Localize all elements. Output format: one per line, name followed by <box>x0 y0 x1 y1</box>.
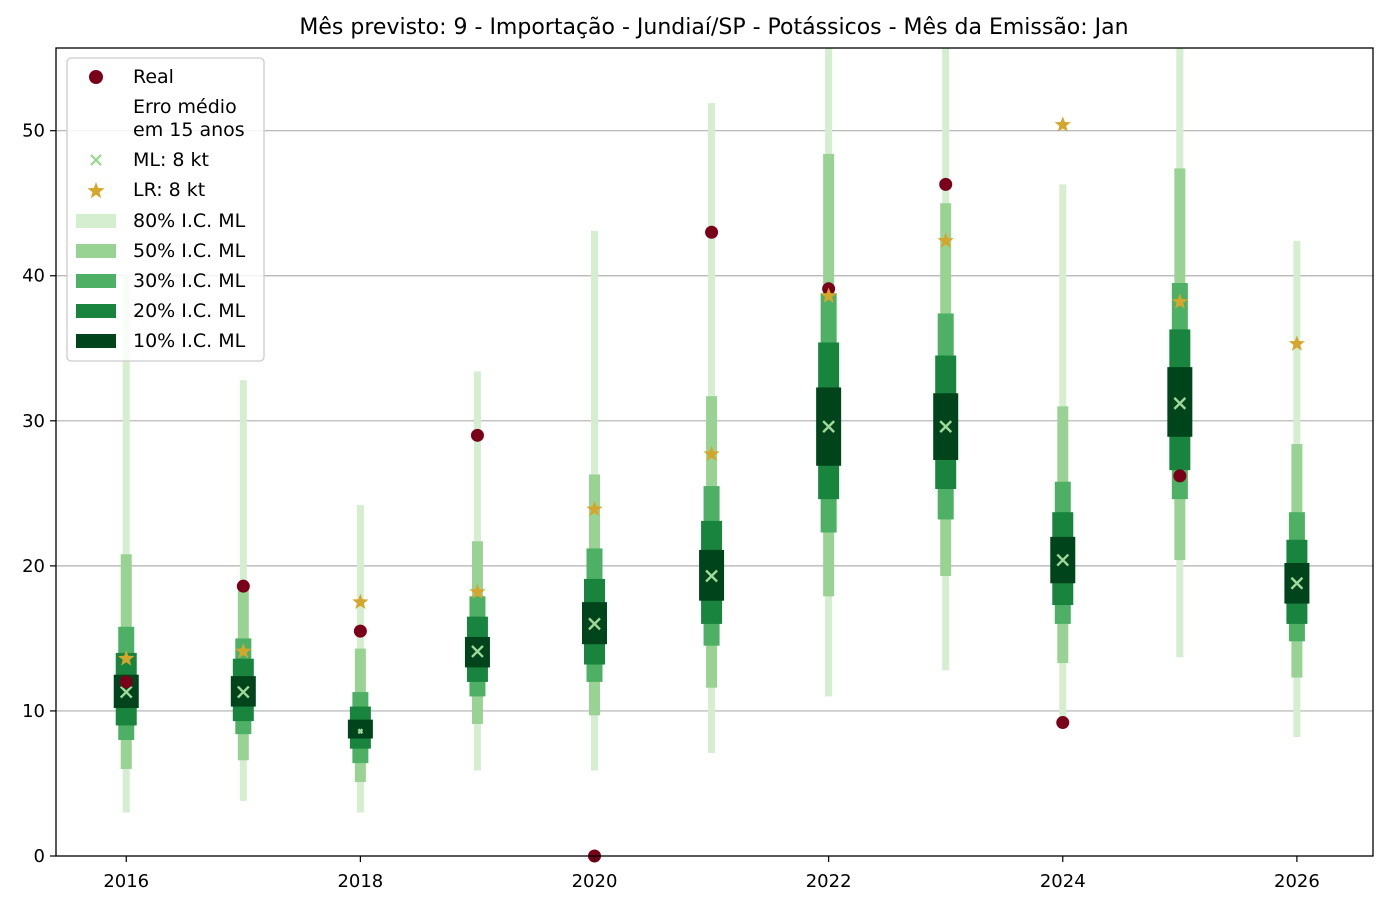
real-point-2017 <box>236 579 250 593</box>
ml-point-2026 <box>1290 576 1304 590</box>
ml-point-2016 <box>119 685 133 699</box>
legend-ml-label: ML: 8 kt <box>133 149 209 171</box>
lr-point-2021 <box>703 445 720 462</box>
x-tick-label-2018: 2018 <box>337 871 383 892</box>
legend-ci80-label: 80% I.C. ML <box>133 210 246 232</box>
ml-point-2024 <box>1056 553 1070 567</box>
x-tick-label-2020: 2020 <box>572 871 618 892</box>
legend-real-marker <box>89 70 103 84</box>
legend-lr-label: LR: 8 kt <box>133 179 205 201</box>
lr-point-2026 <box>1288 335 1305 351</box>
interval-bars <box>113 48 1310 813</box>
lr-point-2025 <box>1171 293 1188 309</box>
ml-point-2022 <box>822 420 835 433</box>
y-tick-label-40: 40 <box>22 266 45 287</box>
lr-point-2024 <box>1054 116 1071 132</box>
y-tick-label-10: 10 <box>22 701 45 722</box>
legend-ci80-swatch <box>76 214 116 228</box>
ml-point-2018 <box>357 728 364 735</box>
y-tick-label-0: 0 <box>34 846 45 867</box>
real-point-2016 <box>119 675 133 689</box>
ml-point-2023 <box>939 420 953 433</box>
x-tick-label-2016: 2016 <box>103 871 149 892</box>
ml-point-2019 <box>471 645 484 658</box>
plot-frame <box>55 47 1374 857</box>
ml-point-2020 <box>588 617 601 631</box>
lr-point-2019 <box>469 583 486 599</box>
x-tick-label-2022: 2022 <box>806 871 852 892</box>
legend-ml-marker <box>90 154 102 166</box>
lr-point-2016 <box>118 650 135 666</box>
x-tick-label-2024: 2024 <box>1040 871 1086 892</box>
legend-box <box>66 57 265 362</box>
ml-point-2021 <box>705 569 718 583</box>
ml-point-2017 <box>236 685 250 699</box>
real-point-2019 <box>470 428 484 442</box>
y-tick-label-30: 30 <box>22 411 45 432</box>
legend-ci30-swatch <box>76 274 116 288</box>
real-point-2021 <box>705 225 719 239</box>
chart-title: Mês previsto: 9 - Importação - Jundiaí/S… <box>299 15 1128 40</box>
lr-point-2022 <box>820 287 837 303</box>
ml-point-2025 <box>1173 397 1187 410</box>
markers <box>118 116 1305 863</box>
real-point-2025 <box>1173 469 1187 483</box>
lr-point-2023 <box>937 232 954 248</box>
legend-ci50-swatch <box>76 244 116 258</box>
legend-lr-marker <box>87 182 105 199</box>
lr-point-2018 <box>352 593 369 610</box>
real-point-2024 <box>1056 716 1070 730</box>
lr-point-2017 <box>235 642 252 659</box>
legend-erro-label-line1: Erro médio <box>133 96 237 118</box>
real-point-2018 <box>353 624 367 638</box>
lr-point-2020 <box>586 500 603 517</box>
legend: Real Erro médio em 15 anos ML: 8 kt LR: … <box>66 57 265 362</box>
legend-ci10-swatch <box>76 334 116 348</box>
legend-ci50-label: 50% I.C. ML <box>133 240 246 262</box>
ci80-bar-2016 <box>122 275 130 813</box>
y-tick-label-50: 50 <box>22 121 45 142</box>
legend-ci20-label: 20% I.C. ML <box>133 300 246 322</box>
legend-ci20-swatch <box>76 304 116 318</box>
real-point-2023 <box>939 177 953 191</box>
legend-ci30-label: 30% I.C. ML <box>133 270 246 292</box>
ci10-bar-2018 <box>347 719 373 739</box>
legend-ci10-label: 10% I.C. ML <box>133 330 246 352</box>
legend-erro-label-line2: em 15 anos <box>133 119 245 141</box>
y-axis-ticks: 0 10 20 30 40 50 <box>22 121 56 867</box>
legend-real-label: Real <box>133 66 174 88</box>
x-axis-ticks: 2016 2018 2020 2022 2024 2026 <box>103 856 1320 892</box>
y-tick-label-20: 20 <box>22 556 45 577</box>
x-tick-label-2026: 2026 <box>1274 871 1320 892</box>
